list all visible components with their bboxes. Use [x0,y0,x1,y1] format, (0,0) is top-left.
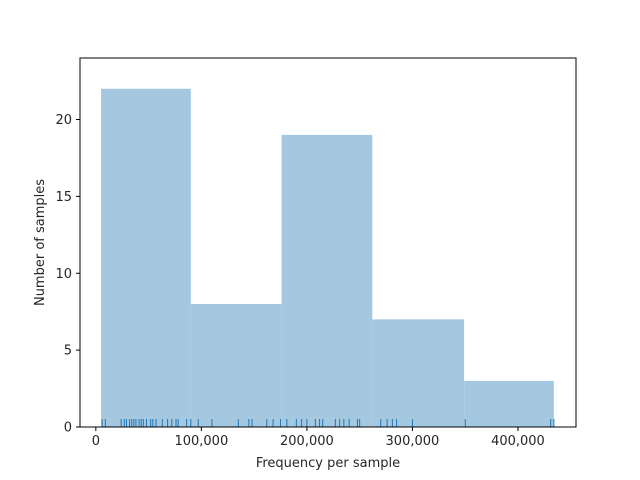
y-tick-label-5: 20 [55,113,72,128]
x-tick-label-5: 400,000 [491,434,545,449]
y-tick-label-1: 0 [64,421,72,436]
y-axis-ticks: 0 5 10 15 20 [55,113,80,436]
histogram-bars [101,88,554,427]
x-tick-label-2: 100,000 [174,434,228,449]
x-tick-label-4: 300,000 [386,434,440,449]
histogram-bar-4 [372,319,465,427]
rug-marks [101,419,555,427]
histogram-bar-2 [190,304,282,427]
y-tick-label-4: 15 [55,190,72,205]
x-tick-label-3: 200,000 [280,434,334,449]
x-axis-ticks: 0 100,000 200,000 300,000 400,000 [92,427,545,449]
y-tick-label-2: 5 [64,344,72,359]
y-axis-label: Number of samples [33,179,48,306]
histogram-bar-5 [464,380,554,427]
x-axis-label: Frequency per sample [256,456,400,471]
histogram-bar-3 [281,134,373,427]
plot-frame [79,57,577,428]
histogram-bar-1 [101,88,191,427]
x-tick-label-1: 0 [92,434,100,449]
y-tick-label-3: 10 [55,267,72,282]
